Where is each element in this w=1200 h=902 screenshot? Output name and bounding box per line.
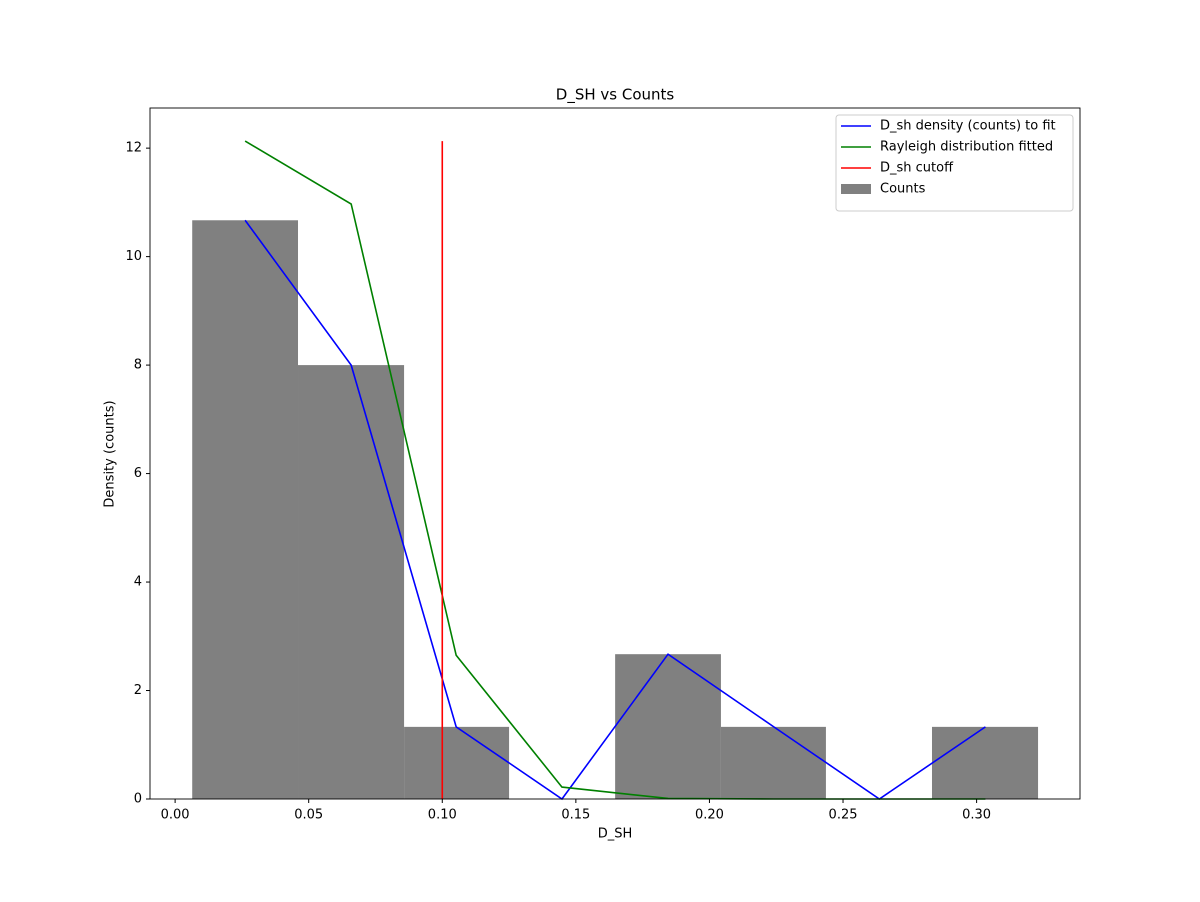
x-tick-label: 0.15	[561, 808, 590, 823]
y-tick-label: 2	[134, 683, 142, 698]
bar	[298, 365, 405, 799]
y-tick-label: 8	[134, 358, 142, 373]
legend-label: D_sh density (counts) to fit	[880, 119, 1056, 134]
x-tick-label: 0.10	[428, 808, 457, 823]
line	[244, 219, 986, 801]
x-tick-label: 0.05	[294, 808, 323, 823]
legend-box	[835, 114, 1074, 212]
legend-label: D_sh cutoff	[880, 161, 954, 176]
x-tick-label: 0.30	[962, 808, 991, 823]
y-tick-label: 4	[134, 575, 142, 590]
bar	[615, 654, 721, 799]
bar	[404, 726, 510, 799]
legend-label: Rayleigh distribution fitted	[880, 140, 1053, 155]
y-tick-label: 10	[125, 249, 142, 264]
bar	[931, 726, 1039, 799]
plot-frame	[149, 107, 1081, 800]
x-axis-label: D_SH	[598, 827, 633, 842]
bar	[720, 726, 826, 799]
y-tick-label: 6	[134, 466, 142, 481]
x-tick-label: 0.00	[161, 808, 190, 823]
y-axis-label: Density (counts)	[103, 400, 118, 507]
chart-title: D_SH vs Counts	[556, 86, 675, 105]
legend-label: Counts	[880, 182, 926, 197]
legend-swatch	[841, 184, 871, 194]
x-tick-label: 0.20	[695, 808, 724, 823]
x-tick-label: 0.25	[829, 808, 858, 823]
y-tick-label: 0	[134, 792, 142, 807]
bar	[192, 220, 299, 800]
y-tick-label: 12	[125, 141, 142, 156]
